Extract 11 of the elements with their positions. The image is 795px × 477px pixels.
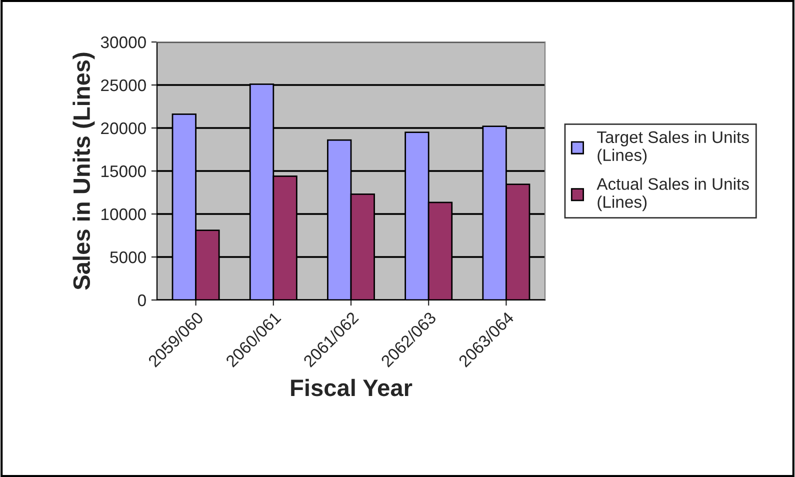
y-tick-label: 15000 — [102, 165, 146, 178]
y-tick-label: 0 — [138, 294, 146, 306]
legend-label: Target Sales in Units (Lines) — [597, 130, 749, 164]
x-axis-title: Fiscal Year — [291, 378, 412, 396]
y-tick-label: 10000 — [102, 208, 146, 220]
legend-label: Actual Sales in Units (Lines) — [596, 178, 749, 212]
y-tick-label: 5000 — [110, 251, 146, 264]
y-axis-title: Sales in Units (Lines) — [72, 52, 95, 290]
y-tick-label: 20000 — [101, 122, 146, 134]
y-tick-label: 25000 — [101, 79, 146, 92]
y-tick-label: 30000 — [100, 36, 146, 48]
